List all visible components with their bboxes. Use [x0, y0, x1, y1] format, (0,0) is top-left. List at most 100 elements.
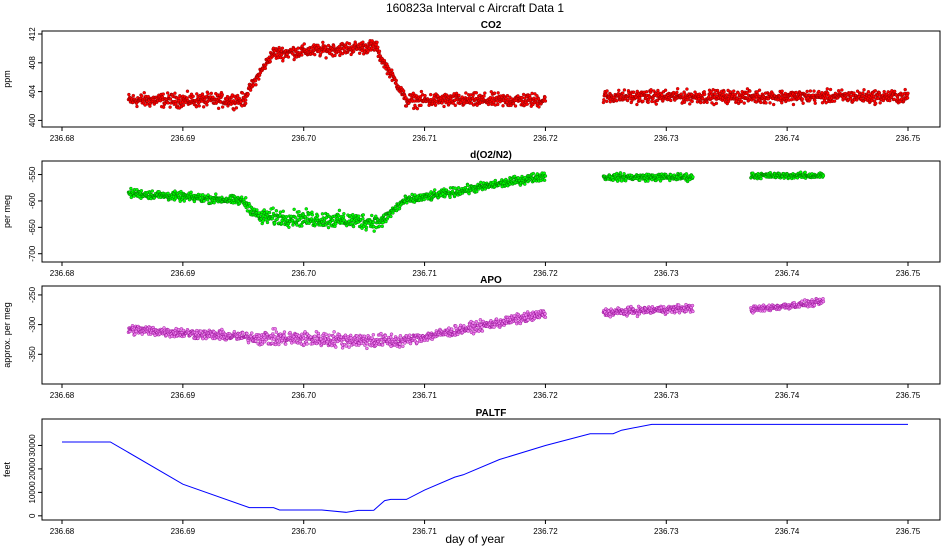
data-point: [371, 333, 376, 337]
data-point: [862, 88, 866, 92]
data-point: [274, 209, 279, 213]
data-point: [690, 303, 695, 308]
data-point: [254, 83, 258, 87]
data-point: [892, 89, 897, 94]
data-point: [334, 345, 338, 349]
y-axis-label: approx. per meg: [2, 302, 12, 368]
data-point: [523, 182, 527, 186]
data-point: [826, 91, 830, 95]
data-point: [235, 93, 240, 98]
x-tick-label: 236.73: [654, 134, 679, 143]
data-point: [531, 171, 536, 176]
data-point: [334, 222, 338, 226]
data-point: [501, 104, 505, 108]
data-point: [698, 100, 703, 105]
data-point: [732, 89, 736, 93]
data-point: [168, 97, 173, 101]
data-point: [140, 332, 144, 336]
data-point: [471, 321, 475, 325]
data-point: [658, 179, 663, 183]
data-point: [542, 178, 547, 182]
data-point: [742, 101, 746, 105]
data-point: [700, 96, 705, 101]
data-point: [714, 101, 719, 106]
data-point: [428, 92, 433, 97]
data-point: [142, 91, 146, 95]
x-tick-label: 236.72: [533, 527, 558, 536]
data-point: [191, 94, 195, 99]
y-tick-label: 30000: [28, 434, 37, 457]
data-point: [419, 89, 424, 94]
data-point: [450, 327, 454, 331]
y-tick-label: 0: [28, 513, 37, 518]
data-point: [216, 106, 221, 111]
data-point: [340, 51, 345, 56]
x-tick-label: 236.71: [412, 527, 437, 536]
data-point: [733, 92, 738, 97]
y-tick-label: 408: [28, 56, 37, 70]
data-point: [315, 214, 320, 218]
data-point: [641, 99, 645, 103]
data-point: [622, 88, 627, 92]
data-point: [649, 88, 653, 92]
data-point: [390, 68, 394, 72]
data-point: [273, 335, 277, 339]
data-point: [748, 89, 752, 93]
data-point: [892, 97, 896, 102]
data-point: [129, 186, 133, 191]
data-point: [621, 91, 625, 95]
x-tick-label: 236.74: [775, 134, 800, 143]
data-point: [675, 87, 680, 91]
data-point: [474, 320, 479, 324]
data-point: [349, 52, 353, 57]
data-point: [389, 332, 394, 336]
data-point: [543, 315, 548, 319]
y-axis-label: feet: [2, 461, 12, 477]
data-point: [800, 97, 805, 101]
data-point: [134, 329, 138, 334]
data-point: [201, 105, 206, 109]
data-point: [492, 91, 497, 95]
page-title: 160823a Interval c Aircraft Data 1: [386, 1, 564, 15]
x-tick-label: 236.68: [50, 134, 75, 143]
y-axis-label: per meg: [2, 195, 12, 228]
data-point: [292, 207, 296, 212]
data-point: [821, 299, 826, 304]
data-point: [240, 91, 245, 95]
data-point: [268, 59, 272, 64]
plot-frame: [41, 285, 941, 385]
data-point: [380, 224, 384, 229]
data-point: [237, 201, 242, 206]
data-point: [874, 101, 878, 106]
data-point: [245, 331, 249, 336]
panel-title: CO2: [481, 20, 502, 31]
data-point: [195, 92, 199, 96]
data-point: [243, 101, 248, 106]
data-point: [189, 190, 193, 194]
x-tick-label: 236.70: [291, 391, 316, 400]
data-point: [801, 101, 805, 105]
data-point: [257, 77, 261, 81]
data-point: [828, 87, 833, 92]
data-point: [131, 93, 136, 98]
series-line: [62, 423, 908, 513]
data-point: [332, 44, 336, 48]
data-point: [675, 90, 679, 95]
data-point: [173, 91, 177, 95]
data-point: [482, 94, 486, 98]
x-tick-label: 236.71: [412, 134, 437, 143]
data-point: [462, 324, 466, 328]
data-point: [342, 211, 346, 216]
data-point: [181, 328, 186, 333]
data-point: [278, 213, 282, 217]
data-point: [780, 89, 784, 93]
data-point: [182, 199, 186, 203]
y-tick-label: 412: [28, 27, 37, 41]
x-tick-label: 236.70: [291, 134, 316, 143]
data-point: [650, 99, 654, 104]
data-point: [650, 305, 655, 309]
data-point: [813, 98, 817, 103]
